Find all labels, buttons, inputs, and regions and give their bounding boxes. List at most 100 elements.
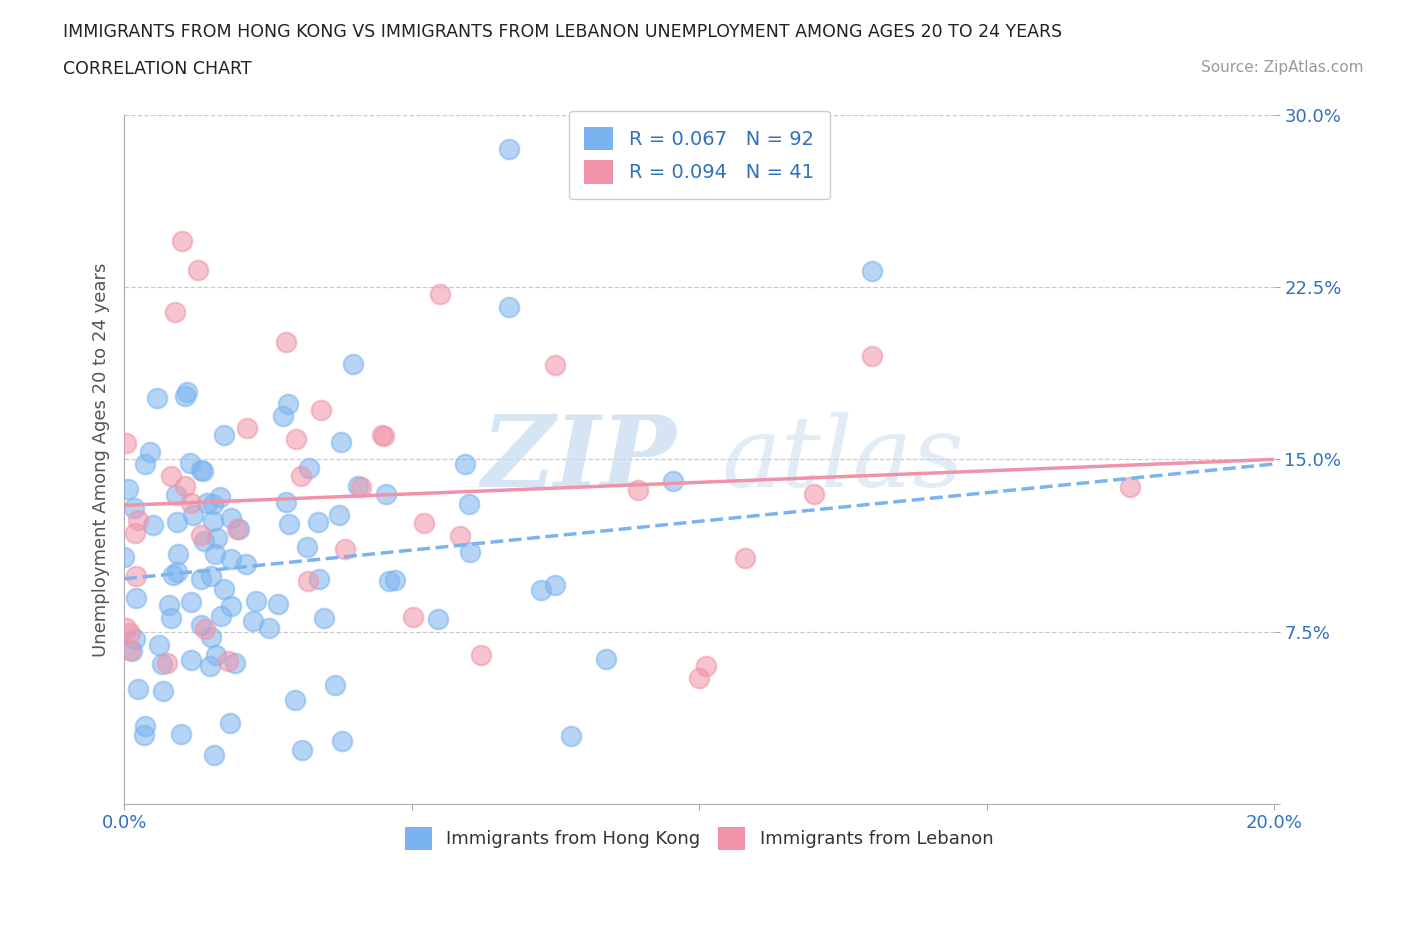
Point — [124, 525, 146, 540]
Point — [124, 631, 146, 646]
Point — [166, 565, 188, 579]
Point — [278, 516, 301, 531]
Point — [190, 572, 212, 587]
Point — [200, 568, 222, 583]
Point — [688, 670, 710, 684]
Point — [297, 574, 319, 589]
Point — [152, 684, 174, 698]
Point — [174, 478, 197, 493]
Point — [212, 428, 235, 443]
Point — [371, 427, 394, 442]
Point — [342, 356, 364, 371]
Point — [284, 432, 307, 446]
Point — [290, 469, 312, 484]
Point — [1119, 480, 1142, 495]
Point — [198, 658, 221, 673]
Point — [159, 611, 181, 626]
Point — [235, 557, 257, 572]
Point — [661, 473, 683, 488]
Point — [544, 357, 567, 372]
Point — [134, 457, 156, 472]
Point — [114, 435, 136, 450]
Point — [307, 514, 329, 529]
Point — [205, 647, 228, 662]
Point — [127, 682, 149, 697]
Point — [134, 718, 156, 733]
Point — [176, 384, 198, 399]
Point — [426, 612, 449, 627]
Point — [257, 620, 280, 635]
Point — [204, 546, 226, 561]
Point — [180, 594, 202, 609]
Point — [155, 656, 177, 671]
Point — [284, 692, 307, 707]
Point — [245, 593, 267, 608]
Point — [312, 610, 335, 625]
Text: ZIP: ZIP — [481, 411, 676, 508]
Point — [180, 652, 202, 667]
Point — [276, 334, 298, 349]
Point — [202, 748, 225, 763]
Point — [167, 547, 190, 562]
Text: atlas: atlas — [723, 412, 965, 507]
Legend: Immigrants from Hong Kong, Immigrants from Lebanon: Immigrants from Hong Kong, Immigrants fr… — [398, 820, 1001, 857]
Point — [242, 613, 264, 628]
Point — [277, 397, 299, 412]
Point — [201, 497, 224, 512]
Point — [530, 583, 553, 598]
Point — [112, 550, 135, 565]
Point — [180, 496, 202, 511]
Point — [208, 490, 231, 505]
Point — [122, 500, 145, 515]
Point — [228, 521, 250, 536]
Point — [212, 581, 235, 596]
Point — [162, 567, 184, 582]
Point — [295, 539, 318, 554]
Point — [402, 609, 425, 624]
Text: CORRELATION CHART: CORRELATION CHART — [63, 60, 252, 78]
Point — [309, 403, 332, 418]
Point — [219, 715, 242, 730]
Point — [148, 637, 170, 652]
Point — [347, 479, 370, 494]
Point — [271, 408, 294, 423]
Point — [470, 648, 492, 663]
Point — [544, 578, 567, 592]
Point — [194, 622, 217, 637]
Point — [454, 457, 477, 472]
Point — [190, 527, 212, 542]
Point — [118, 643, 141, 658]
Point — [328, 508, 350, 523]
Point — [498, 299, 520, 314]
Point — [165, 488, 187, 503]
Point — [166, 515, 188, 530]
Point — [458, 545, 481, 560]
Point — [169, 726, 191, 741]
Point — [860, 264, 883, 279]
Point — [333, 541, 356, 556]
Point — [191, 464, 214, 479]
Point — [236, 420, 259, 435]
Point — [498, 142, 520, 157]
Point — [226, 522, 249, 537]
Point — [139, 445, 162, 459]
Point — [165, 304, 187, 319]
Point — [350, 480, 373, 495]
Point — [157, 598, 180, 613]
Point — [121, 644, 143, 658]
Point — [458, 497, 481, 512]
Text: Source: ZipAtlas.com: Source: ZipAtlas.com — [1201, 60, 1364, 75]
Point — [219, 551, 242, 566]
Point — [560, 728, 582, 743]
Point — [124, 591, 146, 605]
Point — [187, 262, 209, 277]
Point — [120, 625, 142, 640]
Point — [125, 569, 148, 584]
Point — [209, 609, 232, 624]
Point — [190, 462, 212, 477]
Point — [224, 656, 246, 671]
Point — [291, 743, 314, 758]
Point — [200, 630, 222, 644]
Point — [193, 534, 215, 549]
Point — [695, 658, 717, 673]
